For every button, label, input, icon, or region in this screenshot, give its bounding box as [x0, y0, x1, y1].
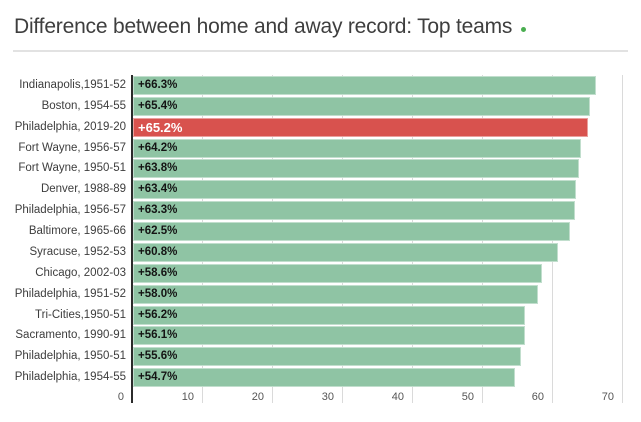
x-tick-label: 0	[117, 391, 124, 403]
x-tick-label: 60	[531, 391, 544, 403]
bar-value-label: +65.4%	[138, 99, 178, 112]
x-gridline	[622, 75, 623, 403]
bar: +58.6%	[133, 263, 543, 283]
bar: +63.3%	[133, 201, 576, 221]
title-accent-dot-icon	[521, 27, 527, 32]
row-label: Syracuse, 1952-53	[29, 245, 126, 258]
bar: +58.0%	[133, 284, 538, 304]
bar-value-label: +54.7%	[138, 371, 178, 384]
row-label: Sacramento, 1990-91	[15, 329, 126, 342]
bar: +63.4%	[133, 180, 576, 200]
chart-title-text: Difference between home and away record:…	[14, 15, 513, 38]
x-tick-label: 20	[251, 391, 264, 403]
row-label: Baltimore, 1965-66	[28, 225, 126, 238]
bar-value-label: +58.0%	[138, 287, 178, 300]
row-label: Indianapolis,1951-52	[19, 79, 126, 91]
x-tick-label: 30	[321, 391, 334, 403]
bar: +66.3%	[133, 76, 597, 95]
bar-value-label: +58.6%	[138, 266, 178, 279]
row-label: Chicago, 2002-03	[35, 266, 126, 279]
row-label: Tri-Cities,1950-51	[35, 308, 126, 321]
bar-value-label: +55.6%	[138, 350, 178, 363]
bar-value-label: +63.8%	[138, 162, 178, 175]
bar-value-label: +66.3%	[138, 79, 178, 91]
chart-header: Difference between home and away record:…	[14, 14, 628, 40]
row-label: Fort Wayne, 1956-57	[18, 141, 126, 154]
bar: +56.1%	[133, 326, 525, 346]
x-tick-label: 50	[461, 391, 474, 403]
row-label: Philadelphia, 2019-20	[14, 120, 126, 133]
page-title: Difference between home and away record:…	[14, 14, 628, 40]
bar-value-label: +62.5%	[138, 225, 178, 238]
bar: +65.4%	[133, 96, 590, 116]
bar: +63.8%	[133, 159, 579, 179]
x-tick-label: 70	[601, 391, 614, 403]
bar-value-label: +63.3%	[138, 204, 178, 217]
bar: +60.8%	[133, 242, 558, 262]
bar: +56.2%	[133, 305, 526, 325]
y-axis-line	[131, 75, 133, 403]
bar-value-label: +63.4%	[138, 183, 178, 196]
row-label: Philadelphia, 1956-57	[14, 204, 126, 217]
x-tick-label: 40	[391, 391, 404, 403]
header-divider	[13, 50, 628, 52]
bar-value-label: +65.2%	[138, 119, 183, 135]
row-label: Philadelphia, 1954-55	[14, 371, 126, 384]
bar-value-label: +56.1%	[138, 329, 178, 342]
row-label: Philadelphia, 1951-52	[14, 287, 126, 300]
row-label: Denver, 1988-89	[40, 183, 126, 196]
bar: +64.2%	[133, 138, 582, 158]
bar-highlighted: +65.2%	[133, 117, 589, 137]
bar-value-label: +64.2%	[138, 141, 178, 154]
row-label: Fort Wayne, 1950-51	[18, 162, 126, 175]
bar: +54.7%	[133, 368, 515, 388]
row-label: Philadelphia, 1950-51	[14, 350, 126, 363]
bar: +62.5%	[133, 222, 570, 242]
x-tick-label: 10	[181, 391, 194, 403]
bar: +55.6%	[133, 347, 522, 367]
bar-value-label: +60.8%	[138, 245, 178, 258]
row-label: Boston, 1954-55	[41, 99, 126, 112]
bar-value-label: +56.2%	[138, 308, 178, 321]
